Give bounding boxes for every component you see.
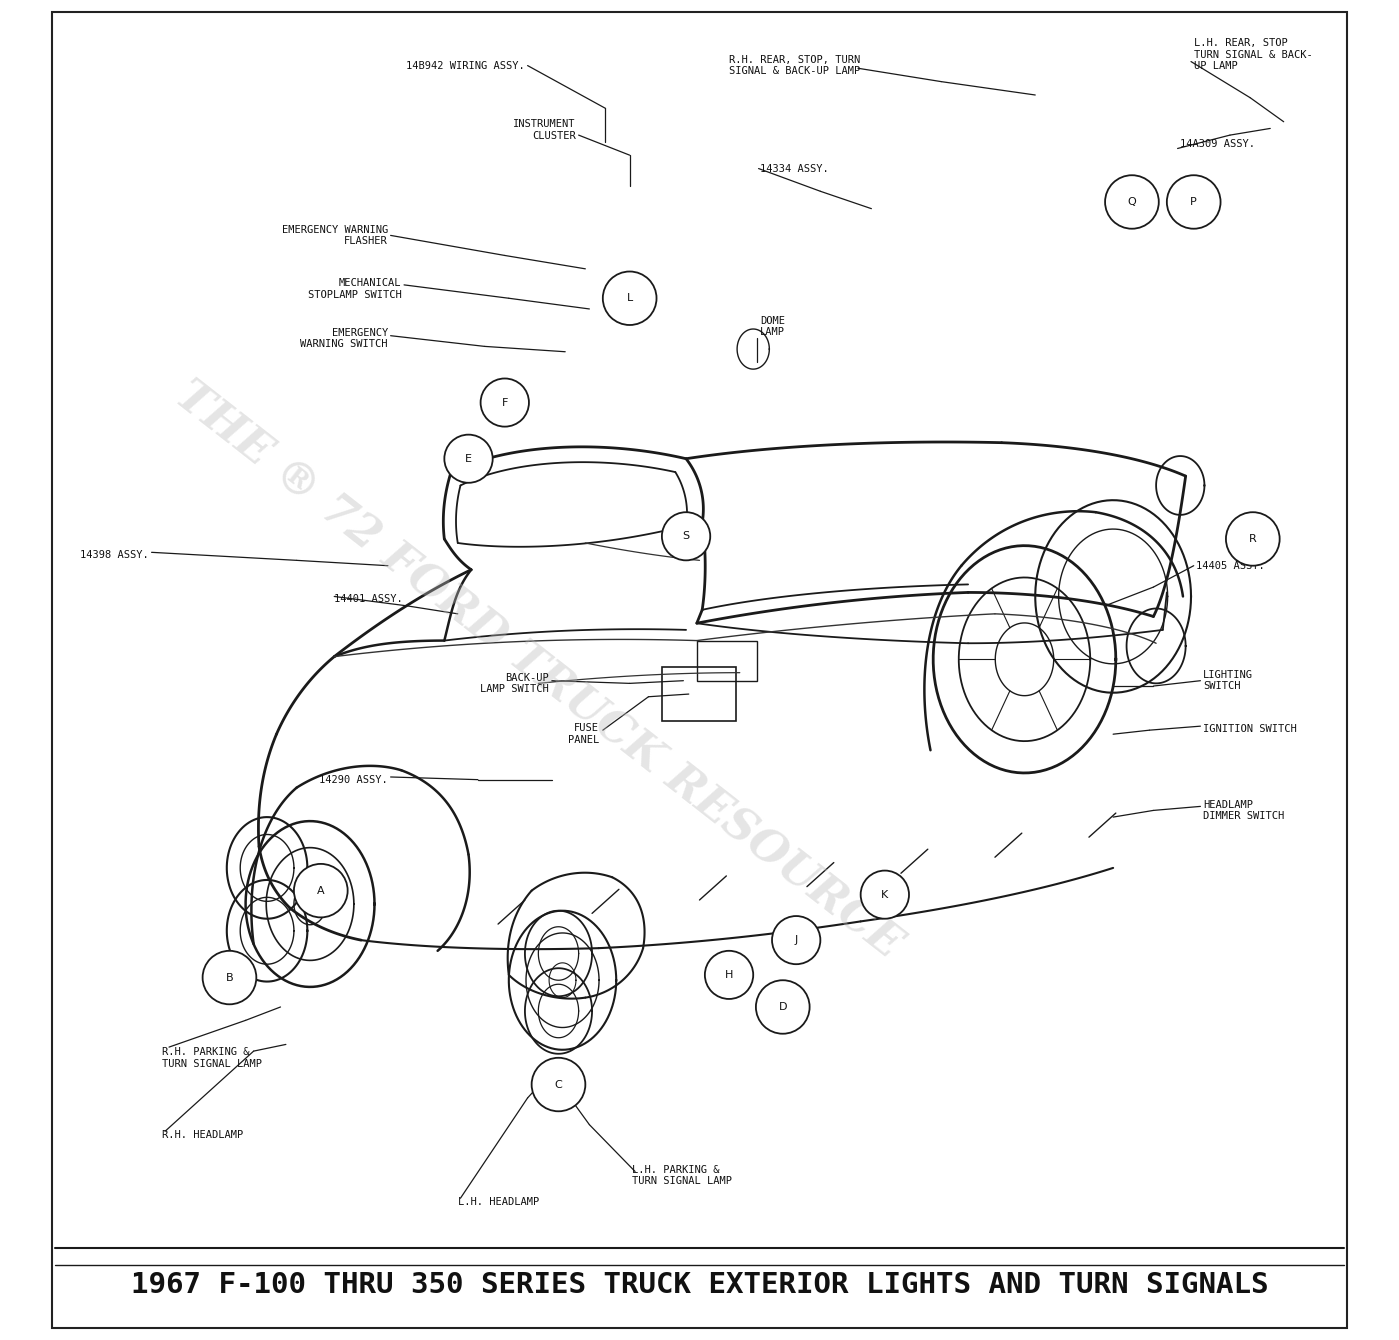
Circle shape: [662, 512, 711, 560]
Text: 14401 ASSY.: 14401 ASSY.: [334, 594, 403, 604]
Text: IGNITION SWITCH: IGNITION SWITCH: [1203, 724, 1297, 734]
Circle shape: [705, 951, 753, 998]
Text: R.H. REAR, STOP, TURN
SIGNAL & BACK-UP LAMP: R.H. REAR, STOP, TURN SIGNAL & BACK-UP L…: [729, 55, 860, 76]
Text: L.H. PARKING &
TURN SIGNAL LAMP: L.H. PARKING & TURN SIGNAL LAMP: [632, 1164, 732, 1186]
Text: L.H. HEADLAMP: L.H. HEADLAMP: [457, 1197, 539, 1207]
Text: INSTRUMENT
CLUSTER: INSTRUMENT CLUSTER: [513, 119, 576, 141]
Text: H: H: [725, 970, 733, 980]
Text: E: E: [464, 454, 471, 464]
Circle shape: [445, 434, 492, 482]
Text: 14290 ASSY.: 14290 ASSY.: [319, 775, 388, 785]
Text: EMERGENCY WARNING
FLASHER: EMERGENCY WARNING FLASHER: [281, 225, 388, 247]
Circle shape: [772, 917, 820, 965]
Text: BACK-UP
LAMP SWITCH: BACK-UP LAMP SWITCH: [480, 673, 548, 694]
Circle shape: [1226, 512, 1280, 565]
Text: L: L: [627, 293, 632, 303]
Text: S: S: [683, 531, 690, 541]
Text: R.H. PARKING &
TURN SIGNAL LAMP: R.H. PARKING & TURN SIGNAL LAMP: [162, 1047, 263, 1068]
Text: EMERGENCY
WARNING SWITCH: EMERGENCY WARNING SWITCH: [301, 327, 388, 350]
Circle shape: [603, 272, 656, 326]
Circle shape: [1167, 176, 1220, 229]
Text: R.H. HEADLAMP: R.H. HEADLAMP: [162, 1131, 243, 1140]
Text: P: P: [1191, 197, 1198, 206]
Text: K: K: [881, 890, 888, 899]
Text: F: F: [502, 398, 508, 407]
Circle shape: [294, 864, 347, 918]
Circle shape: [203, 951, 256, 1004]
Text: LIGHTING
SWITCH: LIGHTING SWITCH: [1203, 670, 1254, 691]
Text: 14405 ASSY.: 14405 ASSY.: [1196, 560, 1265, 571]
Text: C: C: [554, 1080, 562, 1089]
Text: FUSE
PANEL: FUSE PANEL: [568, 724, 599, 745]
Text: 1967 F-100 THRU 350 SERIES TRUCK EXTERIOR LIGHTS AND TURN SIGNALS: 1967 F-100 THRU 350 SERIES TRUCK EXTERIO…: [130, 1272, 1269, 1298]
Text: HEADLAMP
DIMMER SWITCH: HEADLAMP DIMMER SWITCH: [1203, 800, 1284, 821]
Text: DOME
LAMP: DOME LAMP: [760, 315, 785, 338]
Text: 14B942 WIRING ASSY.: 14B942 WIRING ASSY.: [406, 60, 525, 71]
Text: THE ® 72 FORD TRUCK RESOURCE: THE ® 72 FORD TRUCK RESOURCE: [166, 374, 909, 966]
Text: B: B: [225, 973, 234, 982]
Text: 14398 ASSY.: 14398 ASSY.: [80, 549, 148, 560]
Text: D: D: [778, 1002, 788, 1012]
Circle shape: [1105, 176, 1158, 229]
Text: J: J: [795, 935, 797, 945]
Circle shape: [481, 378, 529, 426]
Circle shape: [532, 1057, 585, 1111]
Text: Q: Q: [1128, 197, 1136, 206]
Circle shape: [755, 981, 810, 1033]
Text: 14334 ASSY.: 14334 ASSY.: [760, 163, 828, 174]
Text: A: A: [318, 886, 325, 895]
Text: MECHANICAL
STOPLAMP SWITCH: MECHANICAL STOPLAMP SWITCH: [308, 279, 402, 300]
Circle shape: [860, 871, 909, 919]
Text: L.H. REAR, STOP
TURN SIGNAL & BACK-
UP LAMP: L.H. REAR, STOP TURN SIGNAL & BACK- UP L…: [1193, 39, 1312, 71]
Text: 14A309 ASSY.: 14A309 ASSY.: [1181, 139, 1255, 150]
Text: R: R: [1249, 533, 1256, 544]
